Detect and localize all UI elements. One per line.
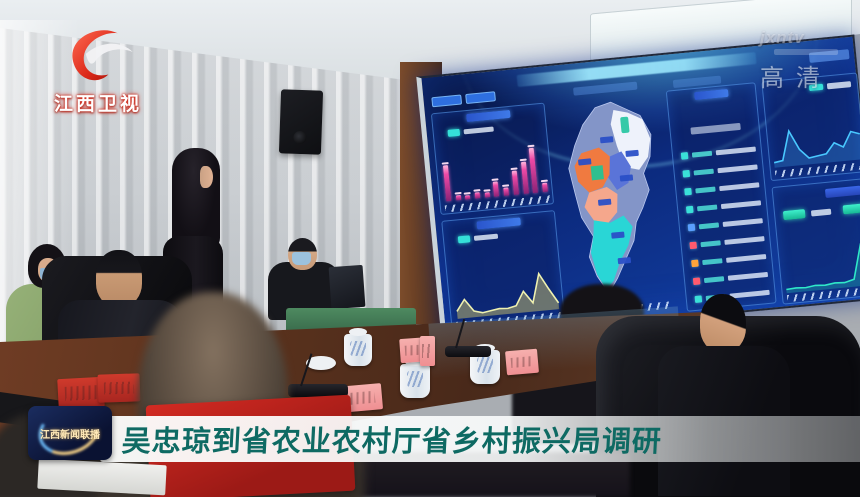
line-chart	[773, 128, 860, 168]
list-item-icon	[684, 187, 692, 196]
list-item-value-bar	[727, 271, 769, 281]
channel-logo-text: 江西卫视	[53, 94, 142, 115]
province-map	[568, 101, 652, 294]
bar	[442, 165, 452, 202]
list-item-value-bar	[715, 146, 756, 155]
list-item-label-bar	[700, 239, 721, 247]
microphone	[445, 346, 491, 357]
trend-chart-panel	[771, 177, 860, 305]
presenter-hair	[172, 148, 220, 252]
list-item-icon	[694, 294, 703, 303]
microphone	[288, 384, 348, 397]
bar	[541, 182, 548, 193]
legend-label-bar	[463, 126, 494, 135]
wall-speaker	[278, 89, 324, 155]
list-item-icon	[689, 241, 697, 249]
presenter-face	[200, 166, 213, 188]
hd-badge: 高清	[760, 65, 832, 92]
list-item-icon	[682, 169, 691, 178]
map-cyan-region	[590, 215, 633, 290]
list-item-value-bar	[719, 181, 760, 191]
channel-logo-icon	[72, 30, 133, 81]
bar	[503, 187, 510, 196]
bar	[465, 195, 471, 200]
panel-title-chip	[694, 88, 729, 101]
area-chart-panel	[441, 210, 566, 333]
map-labels	[578, 136, 639, 265]
teacup	[344, 328, 372, 366]
list-item-icon	[687, 223, 696, 231]
channel-logo: 江西卫视	[36, 22, 160, 115]
list-item-icon	[691, 259, 699, 267]
bar-chart	[441, 134, 548, 202]
list-subheader-bar	[690, 122, 741, 135]
map-teal-patch	[620, 116, 630, 134]
led-dashboard-screen	[416, 0, 860, 342]
legend-button	[842, 203, 860, 215]
legend-button	[782, 209, 806, 221]
list-item-value-bar	[729, 289, 770, 299]
bar	[474, 191, 481, 199]
list-item-label-bar	[703, 275, 725, 283]
teacup	[400, 358, 430, 398]
list-item-value-bar	[724, 235, 765, 245]
area-chart	[456, 271, 560, 319]
attendee-suit-head	[96, 250, 142, 306]
legend-label-bar	[810, 208, 832, 217]
panel-title-chip	[466, 109, 511, 123]
bar	[520, 161, 529, 194]
name-card	[97, 373, 141, 403]
bar	[484, 192, 490, 198]
list-item-label-bar	[695, 186, 716, 193]
legend-swatch	[457, 235, 471, 244]
list-item-icon	[680, 151, 689, 160]
legend-swatch	[447, 128, 461, 137]
program-badge-text: 江西新闻联播	[40, 429, 100, 441]
list-item-label-bar	[698, 221, 720, 229]
name-card	[420, 336, 435, 366]
name-card	[505, 348, 539, 376]
line-chart-panel	[761, 72, 860, 182]
panel-header-chip	[824, 185, 860, 199]
list-item-label-bar	[691, 150, 713, 158]
bar	[455, 194, 461, 201]
bar	[511, 170, 519, 195]
operator-face-mask	[292, 252, 311, 265]
list-item-value-bar	[720, 199, 762, 209]
laptop	[328, 264, 366, 310]
panel-title-chip	[476, 217, 521, 230]
list-item-icon	[692, 276, 701, 285]
list-item-value-bar	[722, 217, 763, 227]
program-badge: 江西新闻联播	[28, 406, 112, 460]
list-item-label-bar	[702, 257, 723, 265]
trend-chart	[786, 229, 860, 294]
bar	[528, 147, 539, 194]
bar	[493, 181, 500, 197]
saucer	[306, 356, 336, 370]
list-item-label-bar	[693, 168, 714, 176]
watermark-subtitle-bar	[774, 49, 838, 55]
news-caption-bar: 吴忠琼到省农业农村厅省乡村振兴局调研	[100, 416, 860, 462]
station-watermark: jxntv 高清	[760, 28, 856, 93]
bar-chart-panel	[430, 102, 555, 215]
news-caption-text: 吴忠琼到省农业农村厅省乡村振兴局调研	[121, 426, 663, 458]
list-item-value-bar	[726, 253, 767, 263]
list-rows	[680, 139, 771, 308]
watermark-text: jxntv	[760, 28, 805, 47]
attendee-right-head	[700, 294, 746, 352]
list-item-value-bar	[717, 163, 758, 173]
map-green-region	[590, 165, 604, 181]
legend-label-bar	[473, 233, 499, 241]
list-item-label-bar	[696, 203, 718, 211]
list-item-icon	[685, 205, 694, 213]
